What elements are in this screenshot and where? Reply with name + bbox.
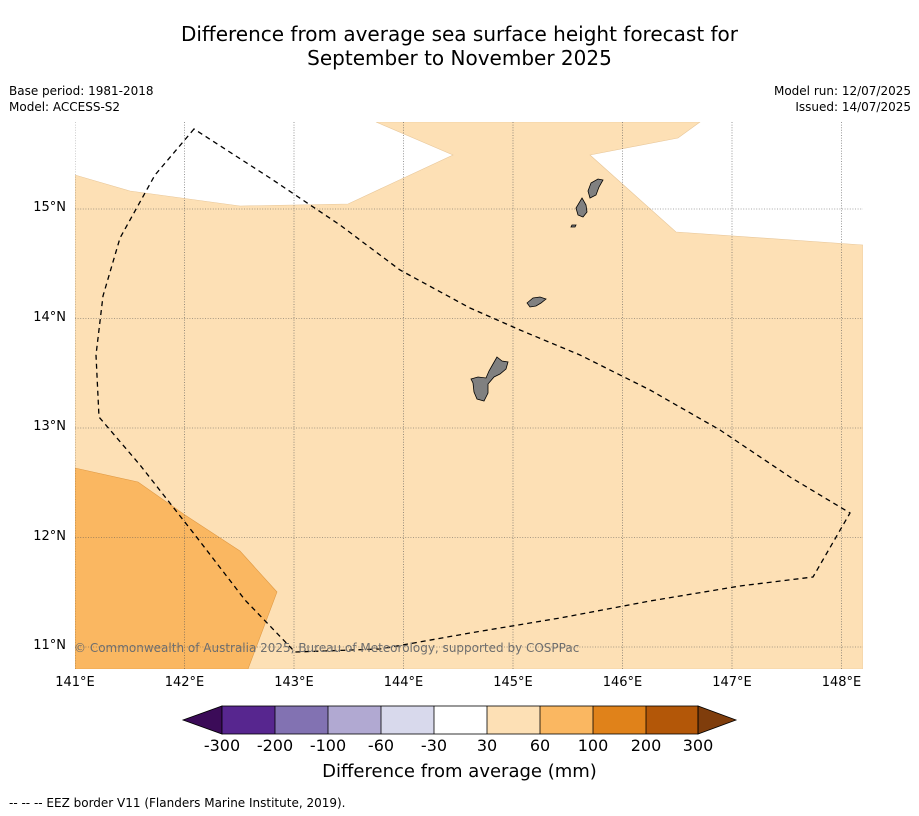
tinian-island [575,197,588,218]
colorbar-bin-8 [593,706,646,734]
colorbar-tick: 100 [577,736,609,755]
model-run-text: Model run: 12/07/2025 [773,84,911,98]
band-60-100-region [75,467,278,669]
lat-label-13n: 13°N [33,419,66,434]
colorbar-tick: 300 [682,736,714,755]
colorbar-tick: -100 [309,736,347,755]
lon-label-145e: 145°E [493,675,533,690]
lon-label-142e: 142°E [164,675,205,690]
colorbar-bin-3 [328,706,381,734]
colorbar-tick: -200 [256,736,294,755]
colorbar-tick: -30 [420,736,448,755]
aguijan-island [570,224,577,228]
copyright-text: © Commonwealth of Australia 2025, Bureau… [74,641,580,655]
title-line-2: September to November 2025 [307,46,612,70]
base-period-text: Base period: 1981-2018 [9,84,154,98]
lat-label-15n: 15°N [33,200,66,215]
meta-right: Model run: 12/07/2025 Issued: 14/07/2025 [774,83,911,115]
colorbar-tick: 30 [476,736,498,755]
colorbar-extend-high [697,705,738,735]
colorbar-tick: 60 [529,736,551,755]
guam-island [470,356,509,402]
lat-label-11n: 11°N [33,638,66,653]
meta-left: Base period: 1981-2018 Model: ACCESS-S2 [9,83,154,115]
colorbar-extend-low [181,705,223,735]
colorbar [181,705,738,735]
rota-island [526,296,547,308]
saipan-island [587,178,604,199]
colorbar-tick: -300 [203,736,241,755]
colorbar-tick: -60 [367,736,395,755]
map-canvas [75,122,863,669]
title-line-1: Difference from average sea surface heig… [180,22,739,46]
lon-label-147e: 147°E [712,675,752,690]
colorbar-bin-1 [222,706,275,734]
map-title: Difference from average sea surface heig… [0,22,919,70]
lon-label-141e: 141°E [55,675,95,690]
colorbar-tick: 200 [630,736,662,755]
colorbar-bin-4 [381,706,434,734]
eez-footnote: -- -- -- EEZ border V11 (Flanders Marine… [9,796,346,810]
colorbar-bin-5 [434,706,487,734]
lon-label-144e: 144°E [383,675,424,690]
colorbar-bin-7 [540,706,593,734]
model-text: Model: ACCESS-S2 [9,100,121,114]
lon-label-146e: 146°E [602,675,643,690]
band-30-60-region [75,122,863,669]
eez-border-line [95,128,851,653]
issued-text: Issued: 14/07/2025 [795,100,911,114]
lat-label-14n: 14°N [33,310,66,325]
lat-label-12n: 12°N [33,529,66,544]
lon-label-148e: 148°E [821,675,862,690]
colorbar-bin-9 [646,706,698,734]
colorbar-label: Difference from average (mm) [322,761,597,782]
graticule [75,122,863,669]
lon-label-143e: 143°E [274,675,314,690]
colorbar-bin-2 [275,706,328,734]
colorbar-bin-6 [487,706,540,734]
